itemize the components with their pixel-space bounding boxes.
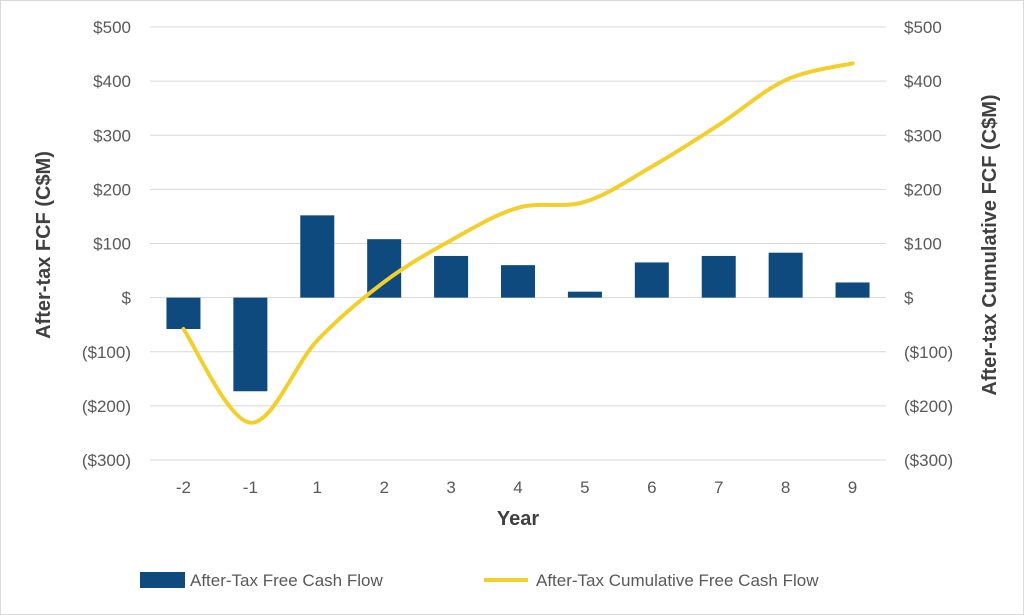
line-series <box>181 61 855 425</box>
bar <box>634 262 669 298</box>
y-tick-label-right: $200 <box>904 180 942 199</box>
x-axis-ticks: -2 -1 1 2 3 4 5 6 7 8 9 <box>176 478 857 497</box>
legend-swatch-bar <box>140 572 185 588</box>
right-axis-ticks: $500 $400 $300 $200 $100 $ ($100) ($200) ($300) <box>904 18 953 470</box>
x-tick-label: 9 <box>848 478 857 497</box>
bar <box>367 239 402 298</box>
bar <box>768 252 803 298</box>
y-tick-label-right: $ <box>904 289 914 308</box>
y-tick-label-right: $400 <box>904 72 942 91</box>
y-tick-label-right: $300 <box>904 126 942 145</box>
gridlines <box>150 26 886 461</box>
x-tick-label: -2 <box>176 478 191 497</box>
x-tick-label: 2 <box>379 478 388 497</box>
bar <box>701 255 736 298</box>
legend-label-line: After-Tax Cumulative Free Cash Flow <box>536 571 819 590</box>
y-tick-label-right: ($100) <box>904 343 953 362</box>
y-axis-title-right: After-tax Cumulative FCF (C$M) <box>979 94 1001 395</box>
left-axis-ticks: $500 $400 $300 $200 $100 $ ($100) ($200) ($300) <box>82 18 132 470</box>
y-tick-label-left: ($300) <box>82 451 131 470</box>
legend-label-bar: After-Tax Free Cash Flow <box>190 571 383 590</box>
y-tick-label-left: ($100) <box>82 343 131 362</box>
y-tick-label-left: $200 <box>93 180 131 199</box>
bar <box>501 265 535 298</box>
bar <box>567 291 602 298</box>
y-tick-label-right: $500 <box>904 18 942 37</box>
y-tick-label-left: $400 <box>93 72 131 91</box>
y-axis-title-left: After-tax FCF (C$M) <box>33 151 55 339</box>
x-tick-label: -1 <box>243 478 258 497</box>
x-tick-label: 1 <box>313 478 322 497</box>
y-tick-label-left: $100 <box>93 235 131 254</box>
x-tick-label: 3 <box>446 478 455 497</box>
bar <box>233 297 268 392</box>
bar-series <box>166 215 870 392</box>
legend: After-Tax Free Cash Flow After-Tax Cumul… <box>140 571 819 590</box>
bar <box>434 255 469 298</box>
x-tick-label: 4 <box>513 478 522 497</box>
x-tick-label: 8 <box>781 478 790 497</box>
y-tick-label-left: $ <box>122 289 132 308</box>
x-tick-label: 7 <box>714 478 723 497</box>
x-tick-label: 5 <box>580 478 589 497</box>
bar <box>300 215 335 298</box>
y-tick-label-left: $500 <box>93 18 131 37</box>
y-tick-label-left: ($200) <box>82 397 131 416</box>
y-tick-label-left: $300 <box>93 126 131 145</box>
cumulative-line <box>181 61 855 425</box>
x-axis-title: Year <box>497 508 539 530</box>
y-tick-label-right: $100 <box>904 235 942 254</box>
y-tick-label-right: ($200) <box>904 397 953 416</box>
x-tick-label: 6 <box>647 478 656 497</box>
bar <box>835 282 870 298</box>
y-tick-label-right: ($300) <box>904 451 953 470</box>
bar <box>166 297 201 330</box>
